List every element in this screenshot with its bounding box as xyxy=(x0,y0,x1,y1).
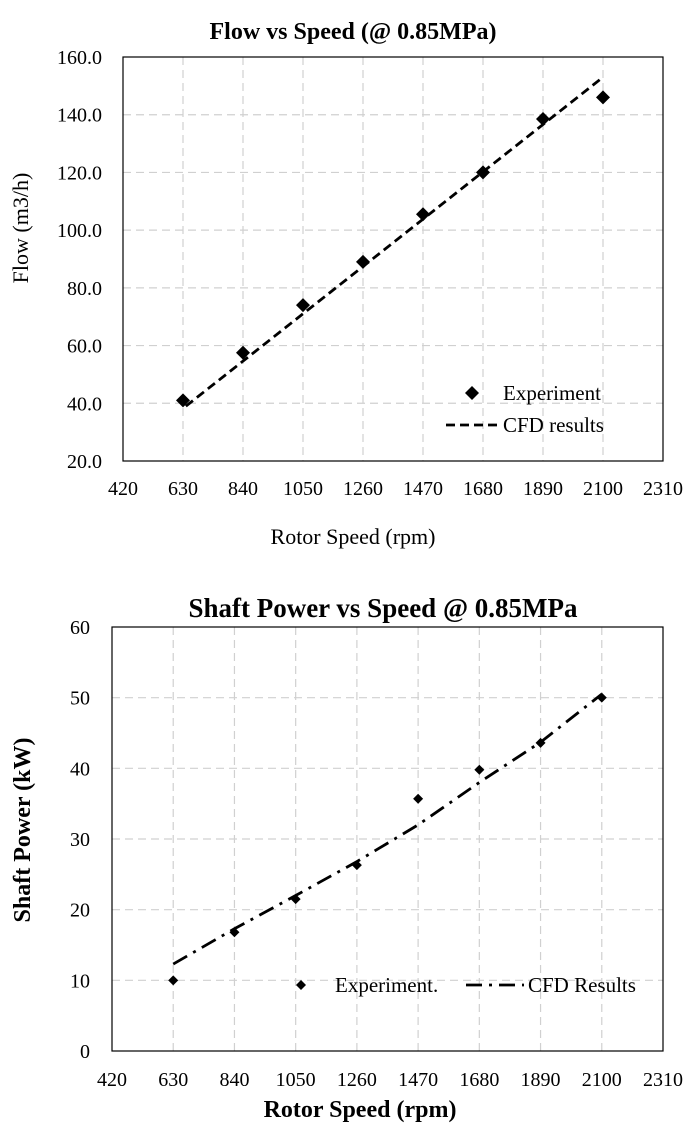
y-axis-label: Shaft Power (kW) xyxy=(10,738,36,923)
y-tick-label: 60 xyxy=(70,617,90,639)
x-tick-label: 1050 xyxy=(283,478,323,500)
data-point-experiment xyxy=(416,207,430,222)
data-point-experiment xyxy=(474,764,485,775)
x-tick-label: 630 xyxy=(168,478,198,500)
x-tick-label: 1260 xyxy=(337,1069,377,1091)
legend-marker-experiment xyxy=(465,386,479,400)
x-tick-label: 1890 xyxy=(521,1069,561,1091)
data-point-experiment xyxy=(413,793,424,804)
x-tick-label: 420 xyxy=(97,1069,127,1091)
x-tick-label: 2100 xyxy=(583,478,623,500)
y-tick-label: 80.0 xyxy=(67,278,102,300)
y-tick-label: 120.0 xyxy=(57,162,102,184)
x-tick-label: 1470 xyxy=(398,1069,438,1091)
x-tick-label: 1680 xyxy=(459,1069,499,1091)
y-tick-label: 40.0 xyxy=(67,393,102,415)
x-tick-label: 420 xyxy=(108,478,138,500)
data-point-experiment xyxy=(296,298,310,313)
x-axis-label: Rotor Speed (rpm) xyxy=(271,524,436,549)
data-point-experiment xyxy=(596,90,610,105)
x-tick-label: 1260 xyxy=(343,478,383,500)
data-point-experiment xyxy=(236,345,250,360)
y-tick-label: 30 xyxy=(70,829,90,851)
x-tick-label: 1050 xyxy=(276,1069,316,1091)
plot-area-frame xyxy=(122,56,664,462)
y-tick-label: 100.0 xyxy=(57,220,102,242)
series-line-cfd xyxy=(184,76,604,408)
x-tick-label: 1890 xyxy=(523,478,563,500)
chart-1: Flow vs Speed (@ 0.85MPa) 420 630 840 1050 12… xyxy=(8,19,683,549)
x-tick-label: 840 xyxy=(228,478,258,500)
y-tick-label: 20 xyxy=(70,900,90,922)
y-axis-label: Flow (m3/h) xyxy=(8,173,33,284)
legend-label-cfd: CFD results xyxy=(503,413,604,437)
y-tick-label: 60.0 xyxy=(67,336,102,358)
data-point-experiment xyxy=(536,112,550,127)
y-tick-label: 140.0 xyxy=(57,105,102,127)
series-line-cfd xyxy=(172,693,603,966)
y-tick-label: 20.0 xyxy=(67,451,102,473)
chart-2: Shaft Power vs Speed @ 0.85MPa 420 630 840 1… xyxy=(10,593,683,1123)
legend-label-cfd: CFD Results xyxy=(528,973,636,997)
chart-title: Flow vs Speed (@ 0.85MPa) xyxy=(210,19,497,45)
legend-label-experiment: Experiment xyxy=(503,381,601,405)
y-tick-label: 160.0 xyxy=(57,47,102,69)
data-point-experiment xyxy=(168,975,179,986)
x-tick-label: 2100 xyxy=(582,1069,622,1091)
x-tick-label: 840 xyxy=(219,1069,249,1091)
x-tick-label: 2310 xyxy=(643,1069,683,1091)
y-tick-label: 0 xyxy=(80,1041,90,1063)
x-tick-label: 1470 xyxy=(403,478,443,500)
x-axis-label: Rotor Speed (rpm) xyxy=(264,1097,457,1123)
y-tick-label: 40 xyxy=(70,758,90,780)
x-tick-label: 630 xyxy=(158,1069,188,1091)
plot-area-frame xyxy=(111,626,664,1052)
y-tick-label: 50 xyxy=(70,688,90,710)
legend-label-experiment: Experiment. xyxy=(335,973,438,997)
x-tick-label: 2310 xyxy=(643,478,683,500)
chart-title: Shaft Power vs Speed @ 0.85MPa xyxy=(188,593,578,623)
x-tick-label: 1680 xyxy=(463,478,503,500)
legend-marker-experiment xyxy=(296,980,306,990)
y-tick-label: 10 xyxy=(70,970,90,992)
